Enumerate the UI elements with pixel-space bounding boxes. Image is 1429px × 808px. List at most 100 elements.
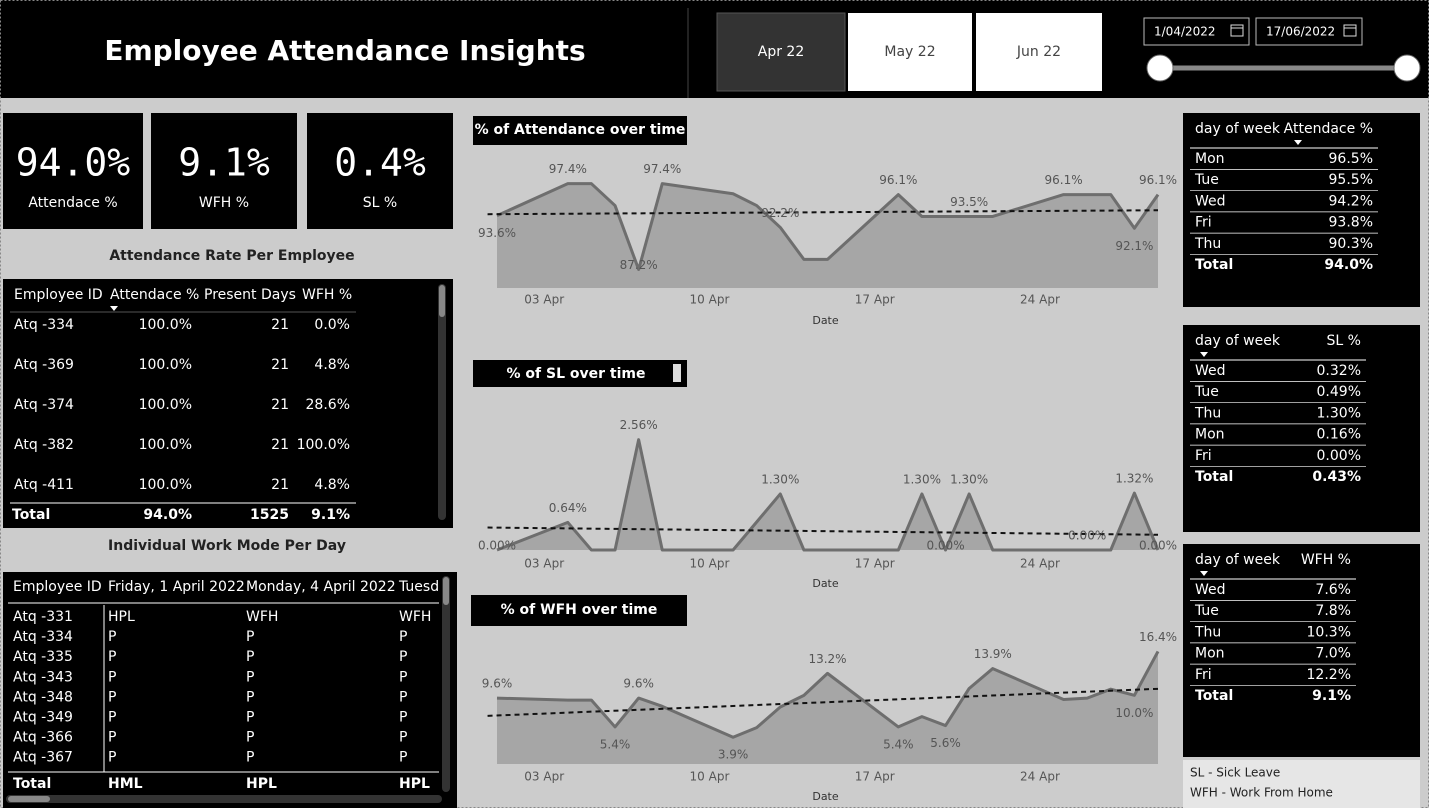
- kpi-card: [3, 113, 143, 229]
- kpi-label: WFH %: [199, 195, 249, 211]
- slider-handle[interactable]: [1393, 54, 1421, 82]
- month-button[interactable]: [848, 13, 972, 91]
- line: [496, 438, 1160, 552]
- table-cell: 0.0%: [314, 317, 350, 333]
- dashboard-title: Employee Attendance Insights: [104, 34, 585, 67]
- table-cell: 0.49%: [1317, 384, 1361, 400]
- x-tick-label: 03 Apr: [524, 557, 564, 571]
- data-label: 0.00%: [478, 539, 516, 553]
- sort-icon: [110, 306, 118, 311]
- table-cell: Atq -367: [13, 750, 73, 766]
- column-header: Attendace %: [110, 287, 199, 303]
- table-cell: P: [246, 669, 254, 685]
- table-cell: WFH: [399, 609, 431, 625]
- table-cell: Atq -349: [13, 710, 73, 726]
- table-cell: P: [108, 689, 116, 705]
- table-cell: HPL: [108, 609, 135, 625]
- total-cell: Total: [1195, 257, 1233, 273]
- x-tick-label: 17 Apr: [855, 293, 895, 307]
- table-cell: Atq -348: [13, 689, 73, 705]
- table-cell: 100.0%: [297, 437, 350, 453]
- column-header: Monday, 4 April 2022: [246, 579, 396, 595]
- dow-table-box: [1183, 113, 1420, 307]
- total-cell: Total: [13, 776, 51, 792]
- date-to[interactable]: 17/06/2022: [1266, 25, 1335, 39]
- x-tick-label: 10 Apr: [690, 770, 730, 784]
- column-header: Attendace %: [1284, 121, 1373, 137]
- section-title: Attendance Rate Per Employee: [109, 248, 354, 264]
- table-cell: Atq -343: [13, 669, 73, 685]
- table-cell: Fri: [1195, 448, 1212, 464]
- legend-note: SL - Sick Leave: [1190, 766, 1280, 780]
- table-cell: P: [108, 710, 116, 726]
- x-axis-label: Date: [812, 790, 839, 803]
- total-cell: Total: [1195, 688, 1233, 704]
- calendar-icons: [1230, 24, 1357, 37]
- line: [496, 182, 1160, 271]
- table-cell: 100.0%: [139, 477, 192, 493]
- table-cell: Atq -331: [13, 609, 73, 625]
- chart-title-box: [471, 595, 687, 626]
- trend-line: [487, 209, 1159, 216]
- scrollbar-thumb[interactable]: [8, 796, 50, 802]
- table-cell: P: [246, 649, 254, 665]
- month-button[interactable]: [976, 13, 1102, 91]
- table-cell: P: [246, 689, 254, 705]
- x-axis-label: Date: [812, 577, 839, 590]
- total-cell: 94.0%: [1324, 257, 1373, 273]
- employee-table-box: [3, 279, 453, 528]
- work-mode-table: Employee ID Friday, 1 April 2022 Monday, 4…: [3, 579, 439, 794]
- table-cell: 7.8%: [1315, 603, 1351, 619]
- column-header: Present Days: [204, 287, 296, 303]
- data-label: 96.1%: [1045, 173, 1083, 187]
- x-tick-label: 03 Apr: [524, 293, 564, 307]
- table-cell: P: [108, 629, 116, 645]
- kpi-label: Attendace %: [28, 195, 117, 211]
- scrollbar-thumb[interactable]: [443, 577, 449, 605]
- calendar-icon[interactable]: [1230, 24, 1244, 37]
- date-from[interactable]: 1/04/2022: [1154, 25, 1216, 39]
- month-label[interactable]: Apr 22: [758, 44, 804, 60]
- chart-title: % of SL over time: [507, 366, 646, 382]
- data-label: 13.2%: [808, 652, 846, 666]
- column-header: day of week: [1195, 121, 1281, 137]
- calendar-icon[interactable]: [1343, 24, 1357, 37]
- table-cell: Mon: [1195, 427, 1225, 443]
- data-label: 0.00%: [926, 539, 964, 553]
- data-label: 0.00%: [1068, 529, 1106, 543]
- table-cell: Atq -335: [13, 649, 73, 665]
- slider-handle[interactable]: [1146, 54, 1174, 82]
- table-cell: Atq -366: [13, 730, 73, 746]
- x-tick-label: 24 Apr: [1020, 770, 1060, 784]
- table-cell: Thu: [1194, 624, 1221, 640]
- sort-icon: [1200, 352, 1208, 357]
- data-label: 5.6%: [930, 736, 961, 750]
- month-label[interactable]: Jun 22: [1016, 44, 1061, 60]
- month-label[interactable]: May 22: [884, 44, 935, 60]
- kpi-value: 9.1%: [178, 141, 270, 185]
- table-cell: 96.5%: [1329, 151, 1373, 167]
- table-cell: 100.0%: [139, 357, 192, 373]
- x-axis-label: Date: [812, 314, 839, 327]
- table-cell: 0.16%: [1317, 427, 1361, 443]
- section-title: Individual Work Mode Per Day: [108, 538, 346, 554]
- data-label: 5.4%: [883, 737, 914, 751]
- table-cell: 21: [271, 437, 289, 453]
- data-label: 10.0%: [1115, 706, 1153, 720]
- table-cell: 21: [271, 477, 289, 493]
- scrollbar-track: [438, 284, 446, 520]
- column-header: SL %: [1327, 333, 1361, 349]
- table-cell: Thu: [1194, 236, 1221, 252]
- legend-note-box: [1183, 760, 1420, 808]
- area: [497, 439, 1158, 550]
- area: [497, 183, 1158, 288]
- data-label: 1.30%: [903, 472, 941, 486]
- month-button-selected[interactable]: [716, 12, 846, 92]
- scrollbar-thumb[interactable]: [439, 285, 445, 317]
- kpi-value: 94.0%: [16, 141, 131, 185]
- table-cell: P: [246, 750, 254, 766]
- data-label: 0.64%: [549, 501, 587, 515]
- total-cell: Total: [12, 507, 50, 523]
- total-band: [3, 772, 439, 794]
